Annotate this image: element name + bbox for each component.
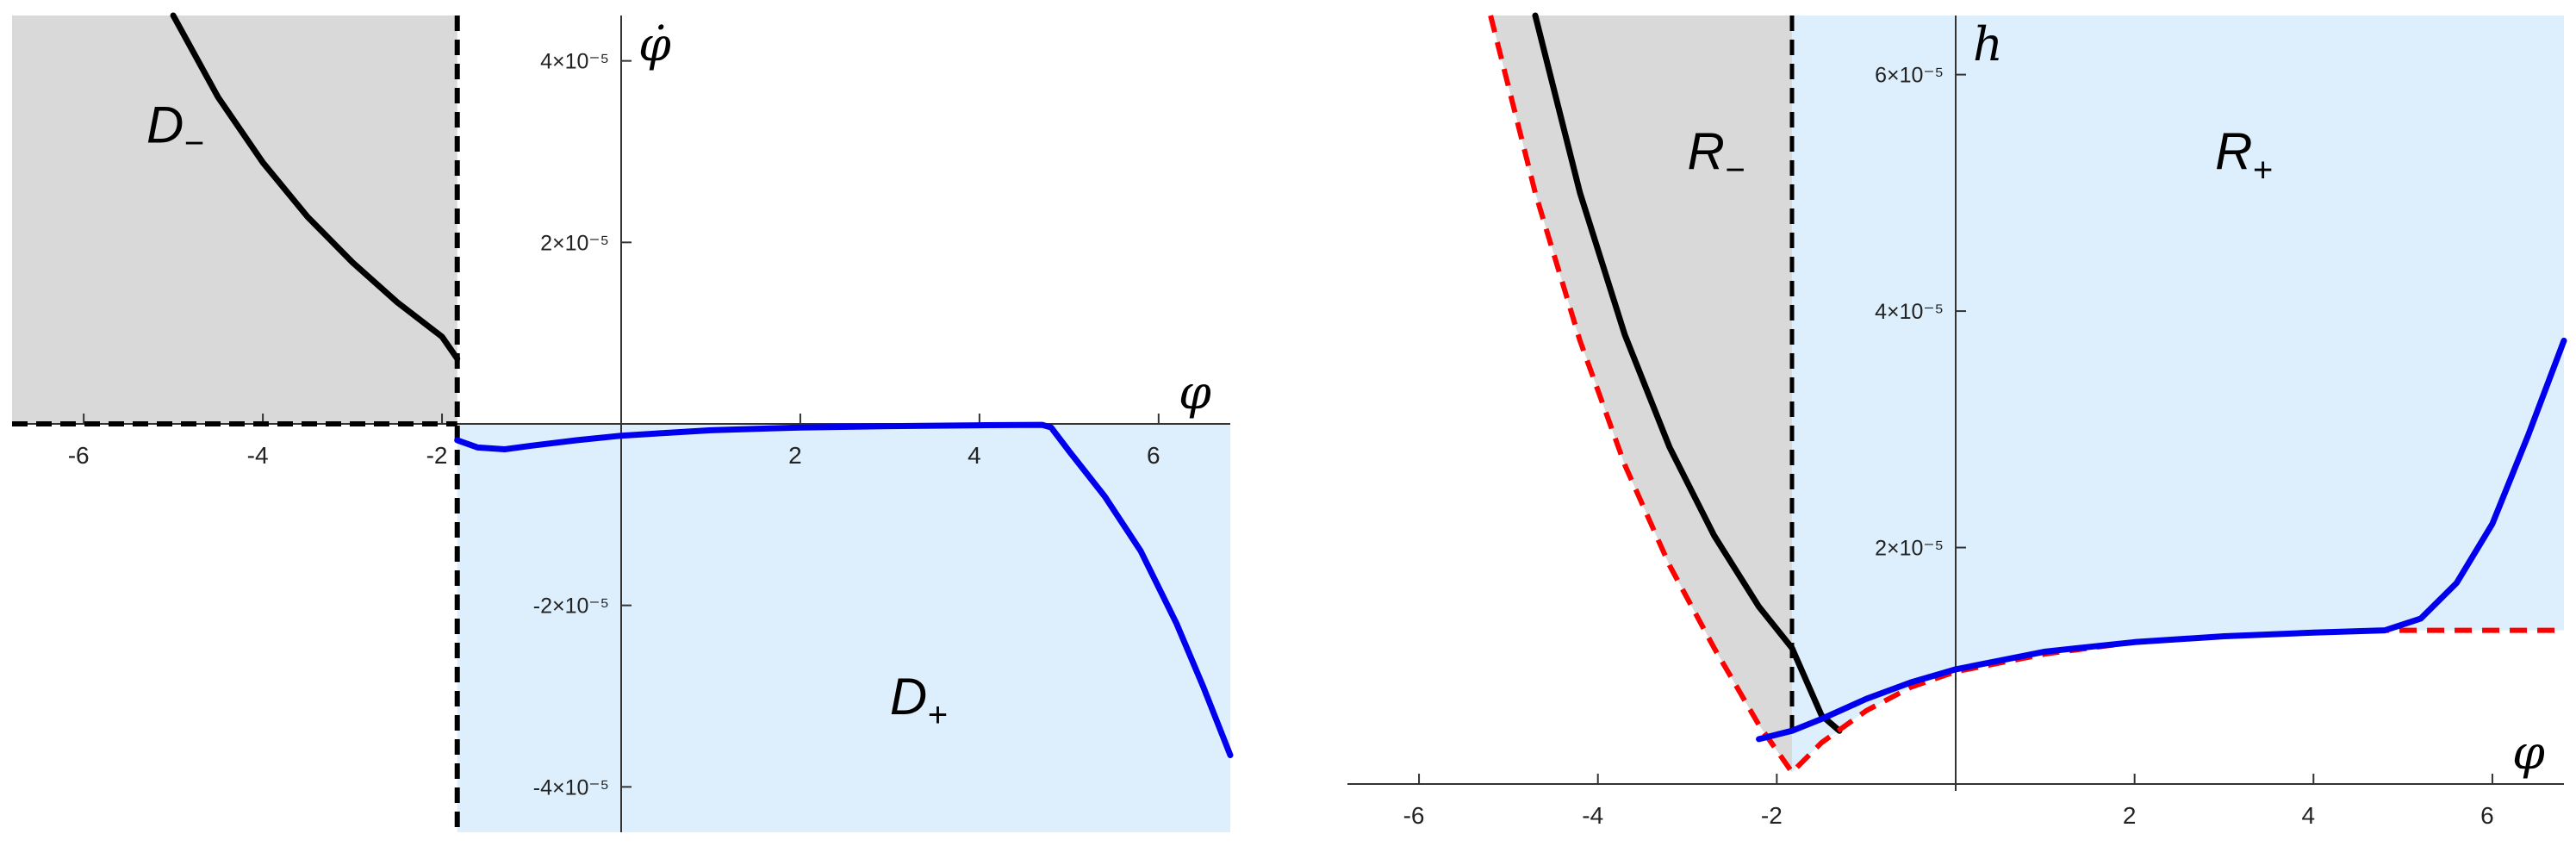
y-tick-label: 4×10⁻⁵ bbox=[540, 50, 609, 74]
region-label-sign: + bbox=[2252, 151, 2272, 189]
x-tick-label: -4 bbox=[1582, 802, 1603, 829]
x-tick-label: 2 bbox=[788, 442, 802, 469]
x-tick-label: 4 bbox=[968, 442, 981, 469]
y-axis-label: h bbox=[1973, 17, 2003, 72]
x-tick-label: -2 bbox=[1761, 802, 1783, 829]
region-minus bbox=[1490, 16, 1792, 772]
x-axis-label: φ bbox=[1179, 365, 1211, 420]
x-tick-label: -2 bbox=[426, 442, 448, 469]
x-tick-label: 4 bbox=[2302, 802, 2316, 829]
x-axis-label: φ bbox=[2512, 725, 2545, 780]
y-tick-label: -2×10⁻⁵ bbox=[533, 594, 609, 619]
y-tick-label: 2×10⁻⁵ bbox=[540, 231, 609, 255]
y-tick-label: -4×10⁻⁵ bbox=[533, 775, 609, 800]
region-minus bbox=[12, 16, 457, 424]
y-tick-label: 4×10⁻⁵ bbox=[1875, 300, 1944, 324]
region-plus bbox=[457, 424, 1230, 832]
x-tick-label: 6 bbox=[2480, 802, 2494, 829]
x-tick-label: -4 bbox=[247, 442, 269, 469]
region-label-sign: − bbox=[184, 124, 203, 162]
y-axis-label: φ̇ bbox=[638, 17, 671, 72]
y-tick-label: 2×10⁻⁵ bbox=[1875, 537, 1944, 561]
x-tick-label: -6 bbox=[68, 442, 90, 469]
y-tick-label: 6×10⁻⁵ bbox=[1875, 64, 1944, 88]
region-label-sign: − bbox=[1725, 151, 1745, 189]
x-tick-label: 2 bbox=[2123, 802, 2137, 829]
region-plus bbox=[1792, 16, 2564, 772]
x-tick-label: -6 bbox=[1403, 802, 1425, 829]
region-label-sign: + bbox=[927, 696, 947, 734]
left-panel: -6 -4 -2 2 4 6-4×10⁻⁵-2×10⁻⁵2×10⁻⁵4×10⁻⁵φφ̇D−… bbox=[12, 16, 1230, 832]
x-tick-label: 6 bbox=[1147, 442, 1160, 469]
